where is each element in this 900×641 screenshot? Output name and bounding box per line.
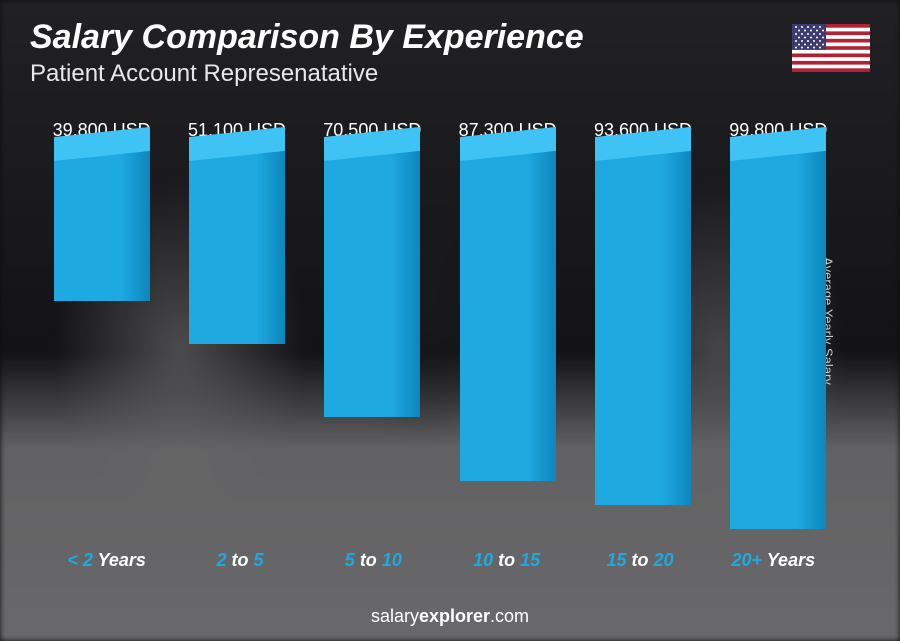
bar-slot: 51,100 USD	[175, 120, 298, 543]
bar-front-face	[324, 149, 420, 417]
bar-front-face	[460, 149, 556, 481]
bar	[189, 149, 285, 344]
footer-suffix: .com	[490, 606, 529, 626]
chart-subtitle: Patient Account Represenatative	[30, 60, 378, 88]
bar-slot: 99,800 USD	[717, 120, 840, 543]
bar	[460, 149, 556, 481]
bar	[54, 149, 150, 301]
us-flag-icon	[792, 24, 870, 72]
footer-prefix: salary	[371, 606, 419, 626]
bar-front-face	[595, 149, 691, 505]
x-axis-label: < 2 Years	[40, 550, 173, 571]
bar	[324, 149, 420, 417]
bar-slot: 93,600 USD	[581, 120, 704, 543]
content-layer: Salary Comparison By Experience Patient …	[0, 0, 900, 641]
x-axis-label: 2 to 5	[173, 550, 306, 571]
bar-slot: 39,800 USD	[40, 120, 163, 543]
x-axis-label: 5 to 10	[307, 550, 440, 571]
bar-front-face	[730, 149, 826, 529]
bar	[595, 149, 691, 505]
x-axis-label: 10 to 15	[440, 550, 573, 571]
bar-front-face	[189, 149, 285, 344]
bars-container: 39,800 USD51,100 USD70,500 USD87,300 USD…	[40, 120, 840, 543]
x-axis-labels: < 2 Years2 to 55 to 1010 to 1515 to 2020…	[40, 550, 840, 571]
bar	[730, 149, 826, 529]
bar-slot: 70,500 USD	[311, 120, 434, 543]
x-axis-label: 15 to 20	[573, 550, 706, 571]
bar-chart: 39,800 USD51,100 USD70,500 USD87,300 USD…	[40, 120, 840, 571]
footer-domain: explorer	[419, 606, 490, 626]
bar-slot: 87,300 USD	[446, 120, 569, 543]
bar-front-face	[54, 149, 150, 301]
footer-attribution: salaryexplorer.com	[0, 606, 900, 627]
x-axis-label: 20+ Years	[707, 550, 840, 571]
chart-title: Salary Comparison By Experience	[30, 18, 584, 57]
